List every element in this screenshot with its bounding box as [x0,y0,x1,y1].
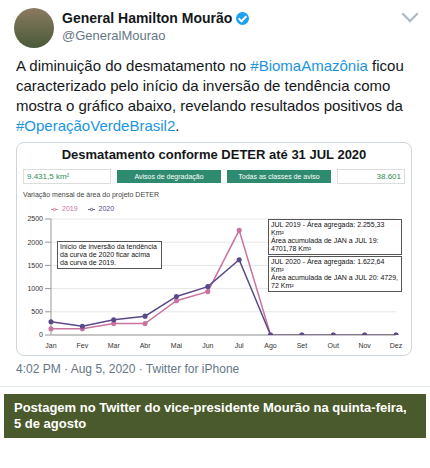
html-text:JUL 2019 - Área agregada: 2.25: JUL 2019 - Área agregada: 2.255,33 Km² [271,221,385,236]
svg-text:Mar: Mar [108,342,121,349]
svg-text:Fev: Fev [77,342,89,349]
html-text:#OperaçãoVerdeBrasil2.: #OperaçãoVerdeBrasil2. [16,117,180,134]
svg-text:Ago: Ago [264,342,277,350]
svg-text:Jul: Jul [235,342,244,349]
html-text:Início de inversão da tendênci: Início de inversão da tendência da curva… [60,243,157,266]
html-text:38.601: 38.601 [376,171,401,181]
svg-text:500: 500 [31,308,43,315]
svg-text:Dez: Dez [390,342,403,349]
svg-text:Mai: Mai [171,342,183,349]
html-text:Todas as classes de aviso: Todas as classes de aviso [238,172,320,180]
html-text:2020: 2020 [98,205,115,212]
svg-text:2500: 2500 [27,215,43,222]
html-text:Avisos de degradação: Avisos de degradação [134,172,204,180]
html-text:Área acumulada de JAN a JUL 20: Área acumulada de JAN a JUL 20: 4729, 72… [271,274,398,289]
svg-text:Out: Out [328,342,339,349]
html-text:9.431,5 km²: 9.431,5 km² [27,171,70,181]
html-text:JUL 2020 - Área agregada: 1.62: JUL 2020 - Área agregada: 1.622,64 Km² [271,258,385,273]
svg-text:1000: 1000 [27,285,43,292]
html-text:Área acumulada de JAN a JUL 19: Área acumulada de JAN a JUL 19: 4701,78 … [271,237,379,252]
html-text:A diminuição do desmatamento n: A diminuição do desmatamento no #BiomaAm… [16,57,404,114]
svg-text:1500: 1500 [27,262,43,269]
svg-text:Abr: Abr [140,342,152,349]
html-text:@GeneralMourao: @GeneralMourao [62,28,166,43]
html-text:2019: 2019 [62,205,78,212]
svg-text:0: 0 [39,331,43,338]
html-text:Variação mensal de área do pro: Variação mensal de área do projeto DETER [23,191,160,198]
svg-text:Jun: Jun [202,342,213,349]
html-text:Postagem no Twitter do vice-pr: Postagem no Twitter do vice-presidente M… [14,400,407,431]
svg-text:Nov: Nov [358,342,371,349]
svg-text:Set: Set [297,342,308,349]
html-text:4:02 PM · Aug 5, 2020 · Twitte: 4:02 PM · Aug 5, 2020 · Twitter for iPho… [16,362,240,376]
html-text:Desmatamento conforme DETER at: Desmatamento conforme DETER até 31 JUL 2… [61,147,367,162]
svg-text:Jan: Jan [45,342,56,349]
html-text:General Hamilton Mourão: General Hamilton Mourão [62,10,233,26]
svg-text:2000: 2000 [27,239,43,246]
